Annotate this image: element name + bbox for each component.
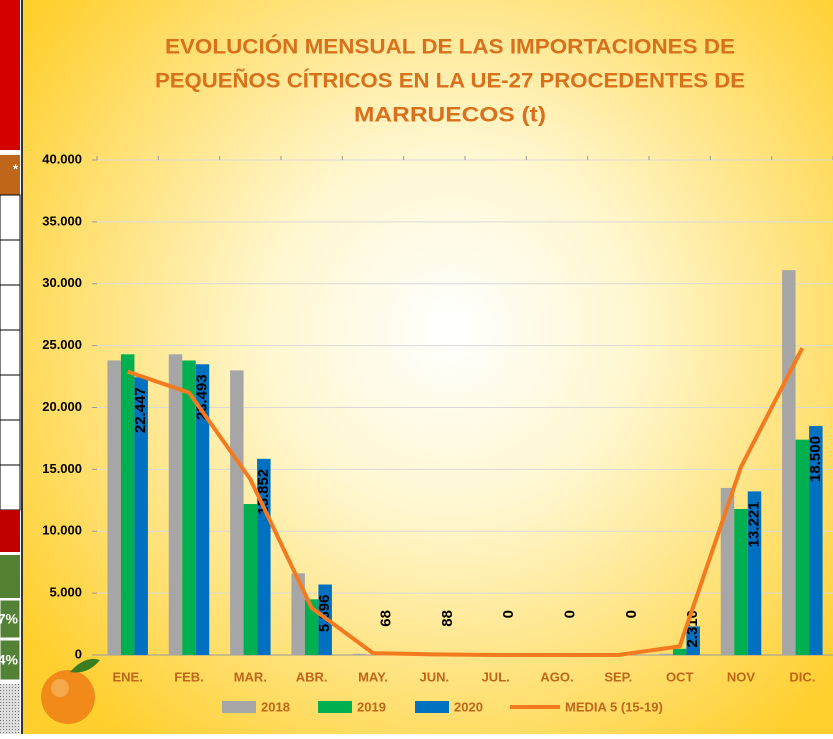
chart-background: [22, 0, 833, 734]
y-tick-label: 0: [75, 646, 82, 661]
hatched-cell: [0, 684, 20, 734]
y-tick-label: 15.000: [42, 461, 82, 476]
x-tick-label: DIC.: [789, 669, 815, 684]
bar: [243, 504, 258, 655]
x-tick-label: MAR.: [234, 669, 267, 684]
legend-label: 2018: [261, 699, 290, 714]
data-label: 18.500: [807, 436, 824, 482]
bar: [182, 360, 196, 655]
bar: [686, 626, 700, 655]
bar: [720, 487, 735, 655]
green-cell: [0, 555, 20, 598]
legend-swatch: [222, 701, 256, 713]
x-tick-label: FEB.: [174, 669, 204, 684]
data-label: 22.447: [132, 387, 149, 433]
y-tick-label: 40.000: [42, 151, 82, 166]
bar: [809, 426, 823, 655]
sidebar: * 7% 4%: [0, 0, 21, 734]
legend-label: 2020: [454, 699, 483, 714]
legend-swatch: [415, 701, 449, 713]
y-tick-label: 20.000: [42, 399, 82, 414]
bar: [352, 653, 367, 655]
chart-title: EVOLUCIÓN MENSUAL DE LAS IMPORTACIONES D…: [165, 35, 735, 59]
green-cell: [0, 599, 21, 639]
legend-label: 2019: [357, 699, 386, 714]
x-tick-label: AGO.: [540, 669, 573, 684]
x-tick-label: ENE.: [112, 669, 142, 684]
bar: [672, 648, 687, 655]
data-label: 15.852: [255, 469, 272, 515]
data-label: 0: [500, 610, 517, 618]
cell-text: 4%: [0, 652, 19, 668]
green-cell: [0, 639, 21, 681]
y-tick-label: 35.000: [42, 213, 82, 228]
data-label: 68: [377, 610, 394, 627]
white-cells: [0, 194, 21, 511]
red-cell: [0, 0, 20, 150]
red-cell: [0, 510, 20, 552]
line-series: [127, 347, 805, 657]
data-label: 88: [439, 610, 456, 627]
bar: [257, 458, 271, 655]
x-tick-label: JUN.: [420, 669, 450, 684]
y-tick-label: 25.000: [42, 337, 82, 352]
bar: [782, 270, 796, 655]
chart-title: PEQUEÑOS CÍTRICOS EN LA UE-27 PROCEDENTE…: [155, 70, 745, 93]
y-tick-label: 30.000: [42, 275, 82, 290]
x-tick-label: NOV: [727, 669, 756, 684]
cell-text: *: [13, 161, 19, 176]
bar: [134, 377, 148, 655]
bar: [120, 354, 135, 655]
orange-cell: [0, 155, 20, 195]
legend-swatch: [318, 701, 352, 713]
chart-title: MARRUECOS (t): [354, 104, 546, 127]
cell-text: 7%: [0, 611, 19, 627]
bar: [734, 508, 748, 655]
x-tick-label: MAY.: [358, 669, 388, 684]
y-tick-label: 5.000: [49, 585, 82, 600]
data-label: 0: [623, 610, 640, 618]
bar: [659, 653, 673, 655]
x-tick-label: OCT: [666, 669, 694, 684]
x-tick-label: ABR.: [296, 669, 328, 684]
bar: [168, 354, 183, 655]
y-tick-label: 10.000: [42, 523, 82, 538]
x-tick-label: SEP.: [604, 669, 632, 684]
x-tick-label: JUL.: [482, 669, 510, 684]
bar: [230, 370, 244, 655]
bar: [195, 364, 210, 655]
bar: [304, 599, 319, 655]
data-label: 13.221: [745, 501, 762, 547]
bar: [107, 360, 121, 655]
data-label: 0: [561, 610, 578, 618]
bar: [291, 573, 305, 655]
data-label: 23.493: [193, 374, 210, 420]
orange-icon: [41, 658, 100, 724]
legend-label: MEDIA 5 (15-19): [565, 699, 663, 714]
bar: [747, 491, 762, 655]
bar: [795, 439, 810, 655]
